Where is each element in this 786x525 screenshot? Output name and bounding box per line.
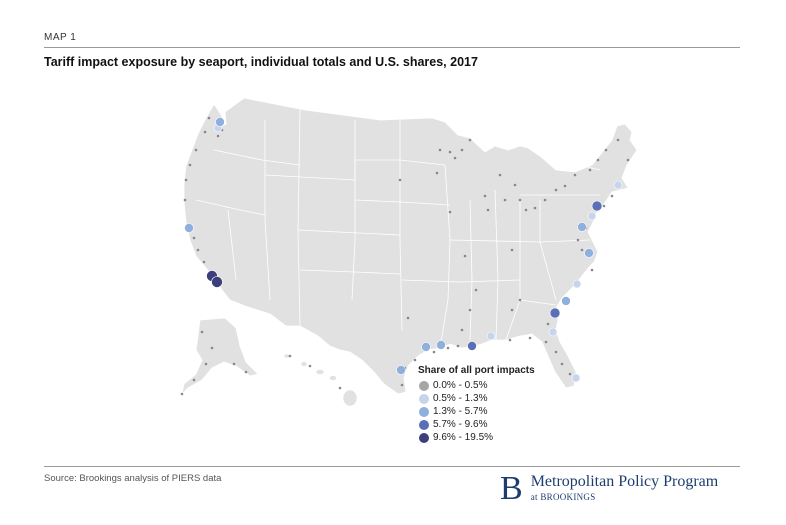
logo-org-name: at BROOKINGS xyxy=(530,492,596,502)
source-note: Source: Brookings analysis of PIERS data xyxy=(44,473,222,484)
map-label: MAP 1 xyxy=(44,32,77,43)
legend-item: 0.5% - 1.3% xyxy=(418,392,535,405)
state-borders xyxy=(195,109,601,349)
legend-swatch xyxy=(419,393,429,404)
logo-program-name: Metropolitan Policy Program xyxy=(530,473,719,490)
contiguous-us-landmass xyxy=(183,97,638,395)
legend-item: 5.7% - 9.6% xyxy=(418,418,535,431)
legend-swatch xyxy=(419,380,429,391)
port-circles-9-6 xyxy=(206,270,223,288)
minor-port-dots xyxy=(180,116,630,396)
logo-text: Metropolitan Policy Program at BROOKINGS xyxy=(531,473,719,502)
port-circles-5-7 xyxy=(467,200,603,351)
legend-item: 0.0% - 0.5% xyxy=(418,379,535,392)
brookings-logo: B Metropolitan Policy Program at BROOKIN… xyxy=(500,470,719,507)
bottom-divider xyxy=(44,466,740,467)
legend-swatch xyxy=(419,432,429,443)
map-legend: Share of all port impacts 0.0% - 0.5% 0.… xyxy=(418,365,535,444)
port-circles-1-3 xyxy=(184,117,594,375)
hawaii-islands xyxy=(283,353,358,407)
legend-label: 1.3% - 5.7% xyxy=(433,406,488,417)
legend-title: Share of all port impacts xyxy=(418,365,535,376)
alaska-landmass xyxy=(181,317,259,396)
legend-label: 0.0% - 0.5% xyxy=(433,380,488,391)
legend-swatch xyxy=(419,419,429,430)
top-divider xyxy=(44,47,740,48)
map-title: Tariff impact exposure by seaport, indiv… xyxy=(44,55,478,69)
legend-label: 0.5% - 1.3% xyxy=(433,393,488,404)
legend-label: 5.7% - 9.6% xyxy=(433,419,488,430)
legend-item: 9.6% - 19.5% xyxy=(418,431,535,444)
legend-item: 1.3% - 5.7% xyxy=(418,405,535,418)
logo-letter: B xyxy=(500,470,523,507)
legend-swatch xyxy=(419,406,429,417)
legend-label: 9.6% - 19.5% xyxy=(433,432,494,443)
